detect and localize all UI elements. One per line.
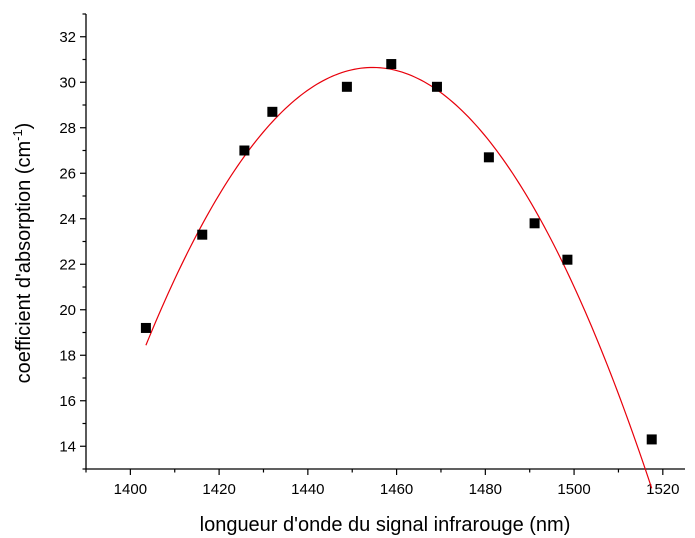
y-tick-label: 28 (59, 120, 76, 137)
data-point (341, 81, 352, 92)
y-axis-ticks: 14 16 18 20 22 24 26 28 30 32 (59, 13, 86, 470)
fit-curve (145, 66, 653, 489)
y-axis-title-tail: ) (13, 123, 35, 130)
x-tick-label: 1420 (202, 481, 235, 498)
y-axis-title-superscript: -1 (10, 129, 25, 141)
x-axis-title: longueur d'onde du signal infrarouge (nm… (200, 514, 571, 536)
axes-frame (85, 14, 685, 470)
y-axis-title-main: coefficient d'absorption (cm (13, 141, 35, 383)
data-point (197, 229, 208, 240)
data-point (239, 145, 250, 156)
x-tick-label: 1520 (646, 481, 679, 498)
y-tick-label: 30 (59, 74, 76, 91)
x-tick-label: 1480 (469, 481, 502, 498)
data-points (140, 59, 657, 445)
x-tick-label: 1400 (114, 481, 147, 498)
y-tick-label: 20 (59, 302, 76, 319)
y-axis-title: coefficient d'absorption (cm-1) (10, 123, 35, 384)
data-point (529, 218, 540, 229)
x-tick-label: 1460 (380, 481, 413, 498)
y-tick-label: 16 (59, 393, 76, 410)
data-point (386, 59, 397, 70)
x-tick-label: 1440 (291, 481, 324, 498)
data-point (267, 106, 278, 117)
x-tick-label: 1500 (557, 481, 590, 498)
data-point (483, 152, 494, 163)
x-axis-ticks: 1400 1420 1440 1460 1480 1500 1520 (85, 469, 680, 498)
data-point (646, 434, 657, 445)
y-tick-label: 18 (59, 347, 76, 364)
y-tick-label: 22 (59, 256, 76, 273)
y-tick-label: 14 (59, 438, 76, 455)
data-point (562, 254, 573, 265)
data-point (140, 322, 151, 333)
data-point (431, 81, 442, 92)
y-tick-label: 24 (59, 211, 76, 228)
y-tick-label: 32 (59, 29, 76, 46)
y-tick-label: 26 (59, 165, 76, 182)
